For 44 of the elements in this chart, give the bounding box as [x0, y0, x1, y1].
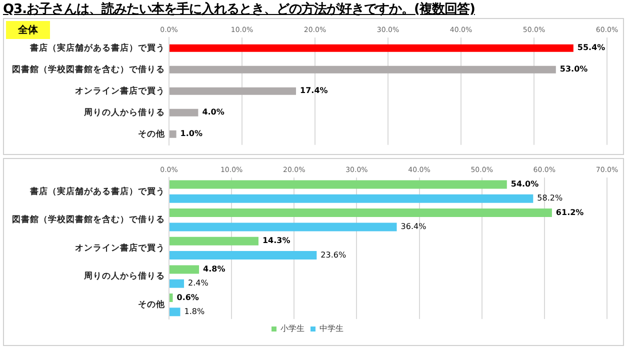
y-tick-label: 書店（実店舗がある書店）で買う	[29, 186, 165, 197]
bar	[170, 222, 397, 232]
y-tick-label: 周りの人から借りる	[83, 270, 165, 282]
legend-label: 小学生	[280, 324, 304, 334]
bar	[170, 208, 552, 218]
data-label: 53.0%	[560, 64, 588, 74]
bar	[170, 66, 556, 74]
data-label: 4.0%	[202, 108, 224, 117]
y-tick-label: 周りの人から借りる	[83, 106, 165, 118]
bar	[170, 294, 173, 302]
y-tick-label: オンライン書店で買う	[75, 242, 165, 254]
data-label: 2.4%	[188, 278, 209, 288]
y-tick-label: その他	[138, 299, 166, 310]
bar	[170, 180, 507, 189]
chart-title: Q3.お子さんは、読みたい本を手に入れるとき、どの方法が好きですか。(複数回答)	[3, 0, 475, 18]
data-label: 1.0%	[180, 129, 202, 138]
bar	[170, 194, 534, 203]
legend-label: 中学生	[320, 324, 344, 334]
y-tick-label: その他	[138, 128, 166, 140]
data-label: 61.2%	[556, 208, 584, 217]
y-tick-label: 書店（実店舗がある書店）で買う	[29, 42, 165, 54]
bar	[170, 265, 200, 274]
bar	[170, 108, 198, 116]
data-label: 55.4%	[577, 43, 606, 52]
y-tick-label: 図書館（学校図書館を含む）で借りる	[12, 214, 165, 226]
data-label: 17.4%	[300, 86, 328, 96]
y-tick-label: 図書館（学校図書館を含む）で借りる	[12, 64, 165, 75]
data-label: 54.0%	[510, 180, 539, 189]
data-label: 23.6%	[320, 250, 346, 260]
bar	[170, 279, 184, 288]
bar	[170, 130, 176, 138]
bar	[170, 308, 180, 316]
data-label: 14.3%	[262, 236, 290, 246]
text: 全体	[6, 21, 50, 39]
data-label: 0.6%	[176, 292, 199, 302]
bar	[170, 44, 574, 52]
bar	[170, 251, 317, 260]
bar	[170, 236, 258, 246]
data-label: 4.8%	[203, 264, 226, 274]
data-label: 36.4%	[400, 222, 427, 232]
data-label: 1.8%	[184, 307, 205, 316]
y-tick-label: オンライン書店で買う	[75, 85, 165, 96]
bar	[170, 87, 296, 95]
data-label: 58.2%	[537, 194, 563, 203]
